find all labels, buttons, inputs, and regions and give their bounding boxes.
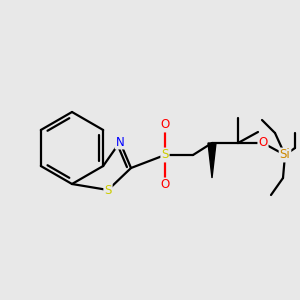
Text: S: S — [161, 148, 169, 161]
Text: O: O — [160, 178, 169, 191]
Text: O: O — [258, 136, 268, 149]
Text: O: O — [160, 118, 169, 131]
Text: S: S — [104, 184, 112, 196]
Text: Si: Si — [280, 148, 290, 161]
Text: N: N — [116, 136, 124, 148]
Polygon shape — [208, 143, 216, 178]
